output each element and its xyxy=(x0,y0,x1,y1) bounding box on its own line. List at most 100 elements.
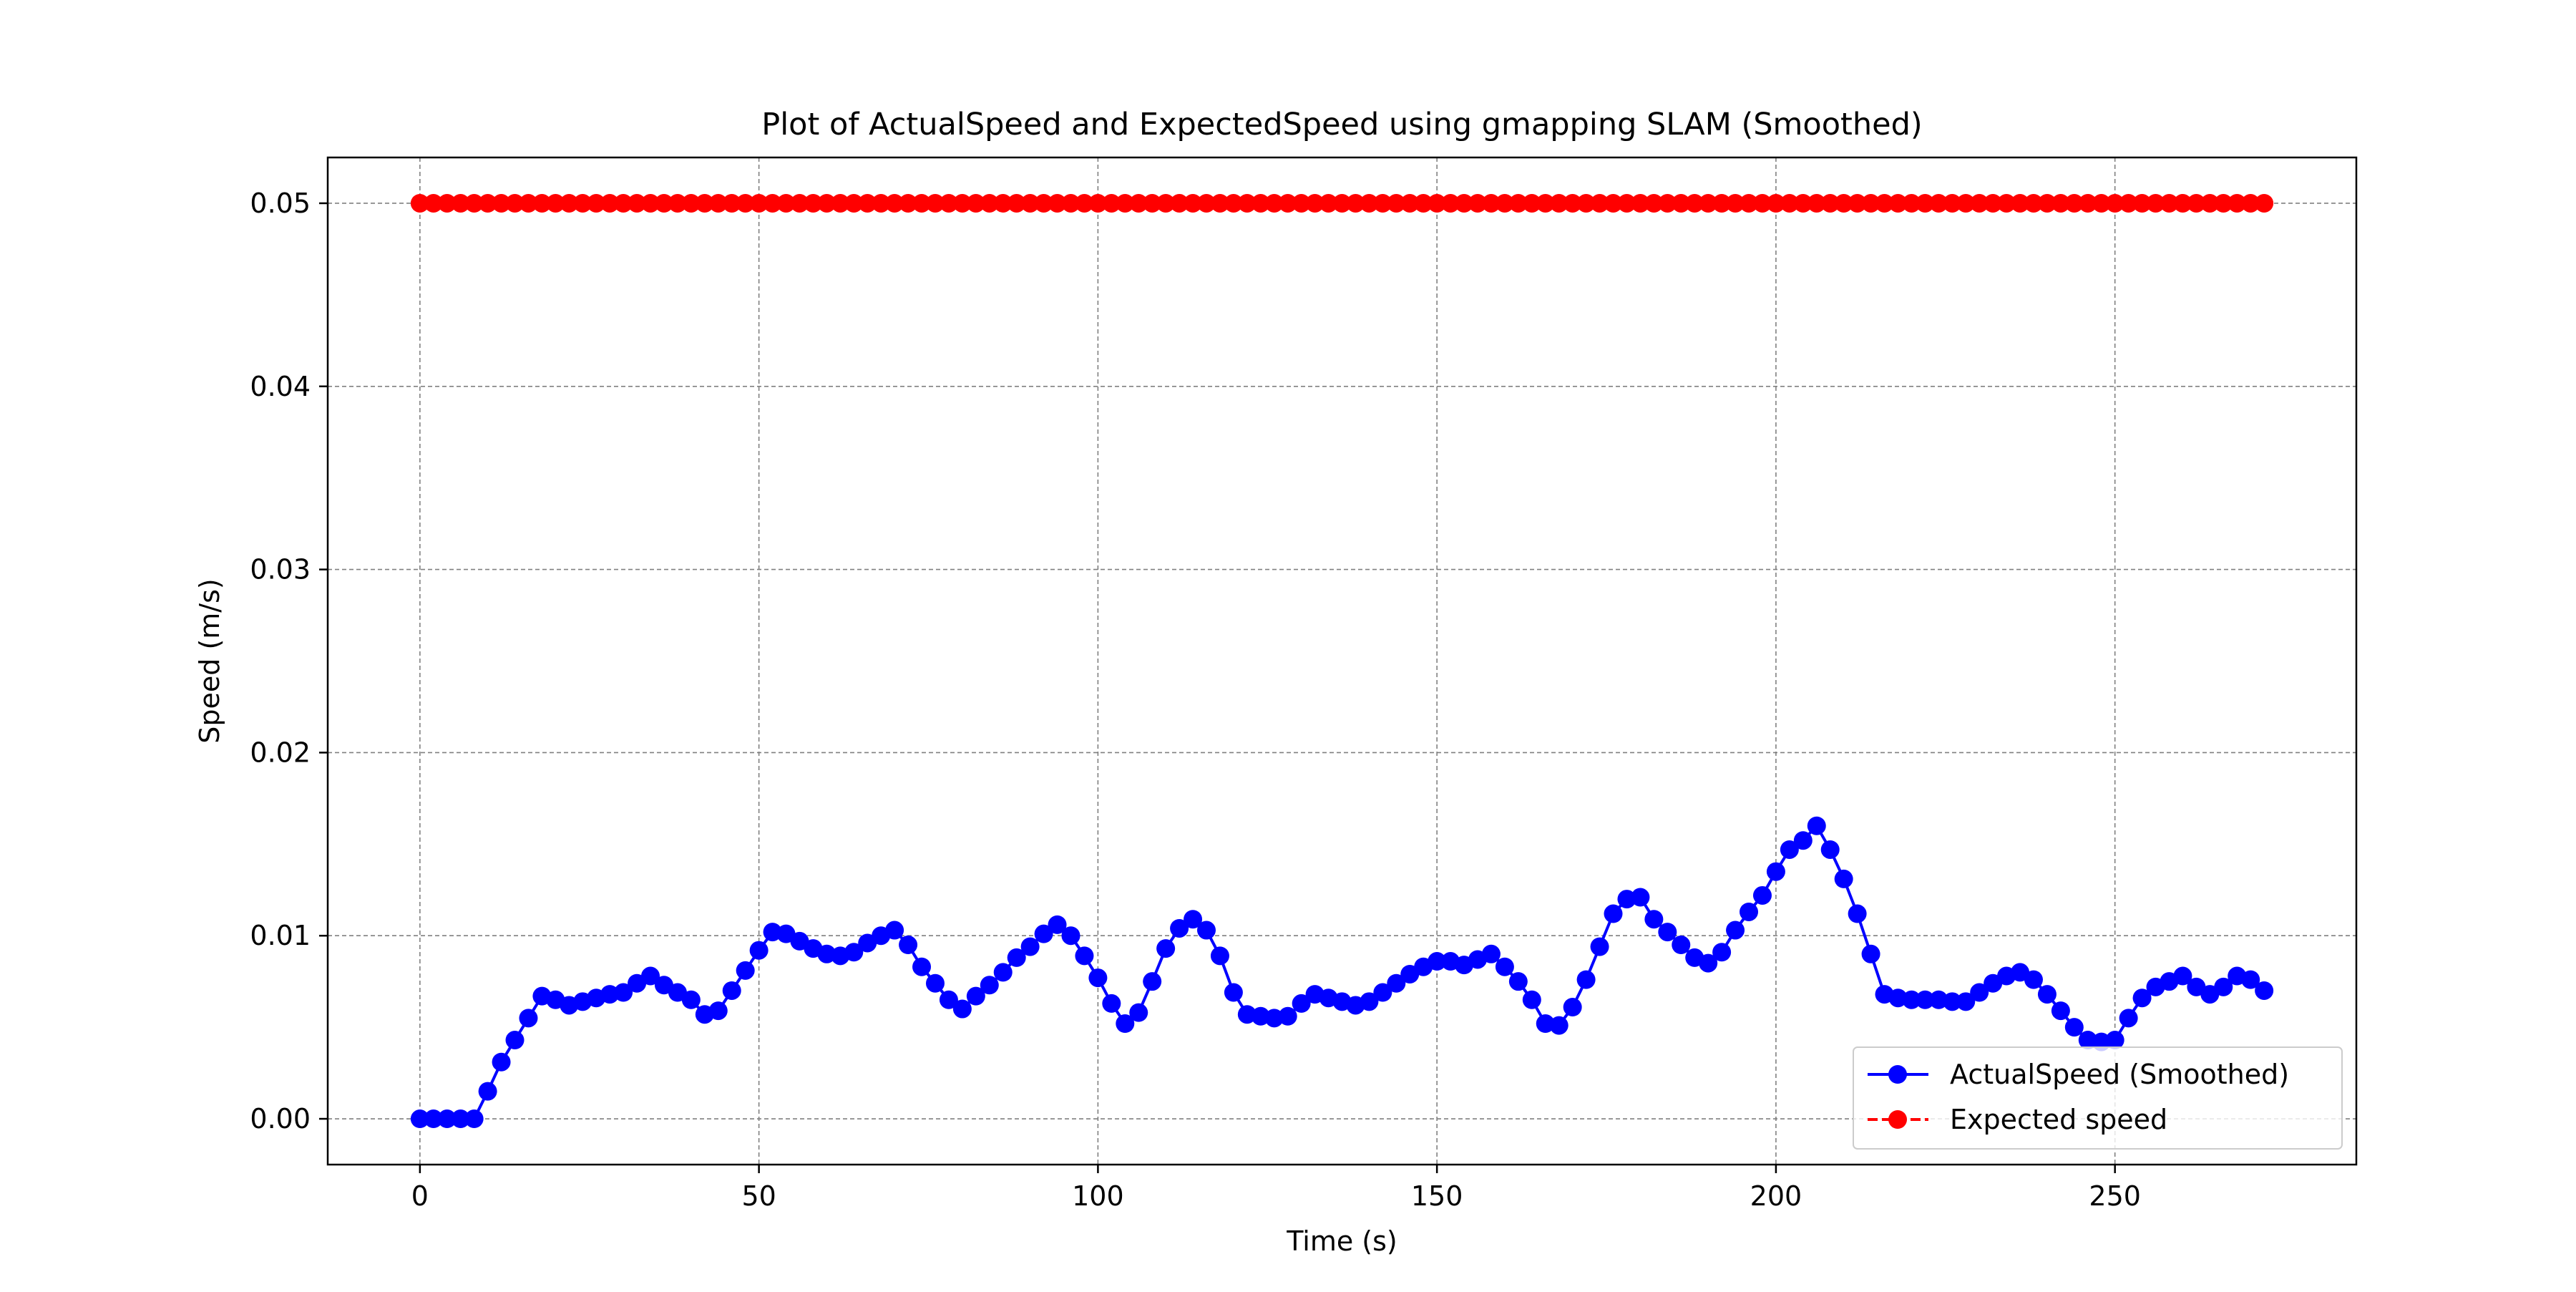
expected-speed-point xyxy=(1468,193,1488,213)
actual-speed-point xyxy=(478,1082,497,1101)
expected-speed-point xyxy=(736,193,755,213)
expected-speed-point xyxy=(1360,193,1379,213)
actual-speed-point xyxy=(1726,921,1745,940)
actual-speed-point xyxy=(1102,994,1121,1013)
legend-marker-actual xyxy=(1888,1065,1907,1084)
expected-speed-point xyxy=(1116,193,1135,213)
expected-speed-point xyxy=(885,193,904,213)
actual-speed-point xyxy=(1672,936,1691,955)
expected-speed-point xyxy=(1522,193,1541,213)
expected-speed-point xyxy=(1685,193,1704,213)
x-tick-label: 150 xyxy=(1411,1180,1463,1212)
expected-speed-point xyxy=(2228,193,2247,213)
actual-speed-point xyxy=(1590,937,1609,956)
actual-speed-point xyxy=(1373,983,1392,1002)
expected-speed-point xyxy=(1346,193,1365,213)
actual-speed-point xyxy=(1143,972,1162,991)
actual-speed-point xyxy=(1237,1005,1257,1024)
expected-speed-point xyxy=(492,193,511,213)
actual-speed-point xyxy=(885,921,904,940)
actual-speed-point xyxy=(1576,970,1596,989)
expected-speed-point xyxy=(2132,193,2152,213)
expected-speed-point xyxy=(587,193,606,213)
actual-speed-point xyxy=(1170,918,1189,938)
x-tick-label: 100 xyxy=(1072,1180,1124,1212)
expected-speed-point xyxy=(2200,193,2220,213)
expected-speed-point xyxy=(1766,193,1785,213)
actual-speed-point xyxy=(1156,939,1176,958)
expected-speed-point xyxy=(804,193,823,213)
expected-speed-point xyxy=(2024,193,2043,213)
expected-speed-point xyxy=(2092,193,2111,213)
actual-speed-point xyxy=(1196,921,1216,940)
expected-speed-point xyxy=(1428,193,1447,213)
expected-speed-point xyxy=(1143,193,1162,213)
actual-speed-point xyxy=(993,963,1013,982)
expected-speed-point xyxy=(1196,193,1216,213)
y-tick-label: 0.05 xyxy=(250,188,311,219)
expected-speed-point xyxy=(1861,193,1880,213)
expected-speed-point xyxy=(1210,193,1229,213)
expected-speed-point xyxy=(668,193,687,213)
expected-speed-point xyxy=(1278,193,1297,213)
expected-speed-point xyxy=(912,193,932,213)
expected-speed-point xyxy=(1997,193,2016,213)
expected-speed-point xyxy=(2146,193,2165,213)
expected-speed-point xyxy=(532,193,552,213)
expected-speed-point xyxy=(899,193,918,213)
actual-speed-point xyxy=(1508,972,1528,991)
expected-speed-point xyxy=(614,193,633,213)
actual-speed-point xyxy=(437,1109,457,1129)
expected-speed-point xyxy=(628,193,647,213)
expected-speed-point xyxy=(1590,193,1609,213)
expected-speed-point xyxy=(451,193,470,213)
actual-speed-point xyxy=(614,983,633,1002)
actual-speed-point xyxy=(1075,946,1094,966)
expected-speed-point xyxy=(2255,193,2274,213)
expected-speed-point xyxy=(641,193,660,213)
expected-speed-point xyxy=(2011,193,2030,213)
actual-speed-point xyxy=(1631,888,1650,907)
legend-box xyxy=(1853,1046,2343,1150)
actual-speed-point xyxy=(600,985,620,1004)
actual-speed-point xyxy=(722,981,741,1000)
expected-speed-point xyxy=(519,193,538,213)
expected-speed-point xyxy=(980,193,999,213)
actual-speed-point xyxy=(464,1109,484,1129)
y-tick-label: 0.04 xyxy=(250,371,311,402)
expected-speed-point xyxy=(817,193,836,213)
actual-speed-point xyxy=(749,941,769,960)
actual-speed-point xyxy=(1658,923,1677,942)
actual-speed-point xyxy=(1116,1014,1135,1034)
actual-speed-point xyxy=(925,973,945,993)
actual-speed-point xyxy=(1848,904,1867,923)
expected-speed-point xyxy=(1902,193,1921,213)
expected-speed-point xyxy=(722,193,741,213)
expected-speed-point xyxy=(1102,193,1121,213)
actual-speed-point xyxy=(899,936,918,955)
actual-speed-point xyxy=(519,1009,538,1028)
expected-speed-point xyxy=(546,193,565,213)
expected-speed-point xyxy=(1034,193,1053,213)
x-tick-label: 50 xyxy=(741,1180,776,1212)
expected-speed-point xyxy=(1319,193,1338,213)
expected-speed-point xyxy=(1740,193,1759,213)
actual-speed-point xyxy=(2024,970,2043,989)
expected-speed-point xyxy=(2064,193,2084,213)
expected-speed-point xyxy=(1956,193,1976,213)
expected-speed-point xyxy=(925,193,945,213)
expected-speed-point xyxy=(1441,193,1460,213)
expected-speed-point xyxy=(1292,193,1311,213)
expected-speed-point xyxy=(2051,193,2070,213)
actual-speed-point xyxy=(2064,1018,2084,1037)
expected-speed-point xyxy=(1075,193,1094,213)
expected-speed-point xyxy=(1508,193,1528,213)
expected-speed-point xyxy=(1373,193,1392,213)
expected-speed-point xyxy=(478,193,497,213)
series-layer xyxy=(410,193,2274,1129)
actual-speed-point xyxy=(1807,816,1826,835)
expected-speed-point xyxy=(1129,193,1148,213)
expected-speed-point xyxy=(1780,193,1799,213)
expected-speed-point xyxy=(1807,193,1826,213)
y-tick-label: 0.00 xyxy=(250,1103,311,1135)
